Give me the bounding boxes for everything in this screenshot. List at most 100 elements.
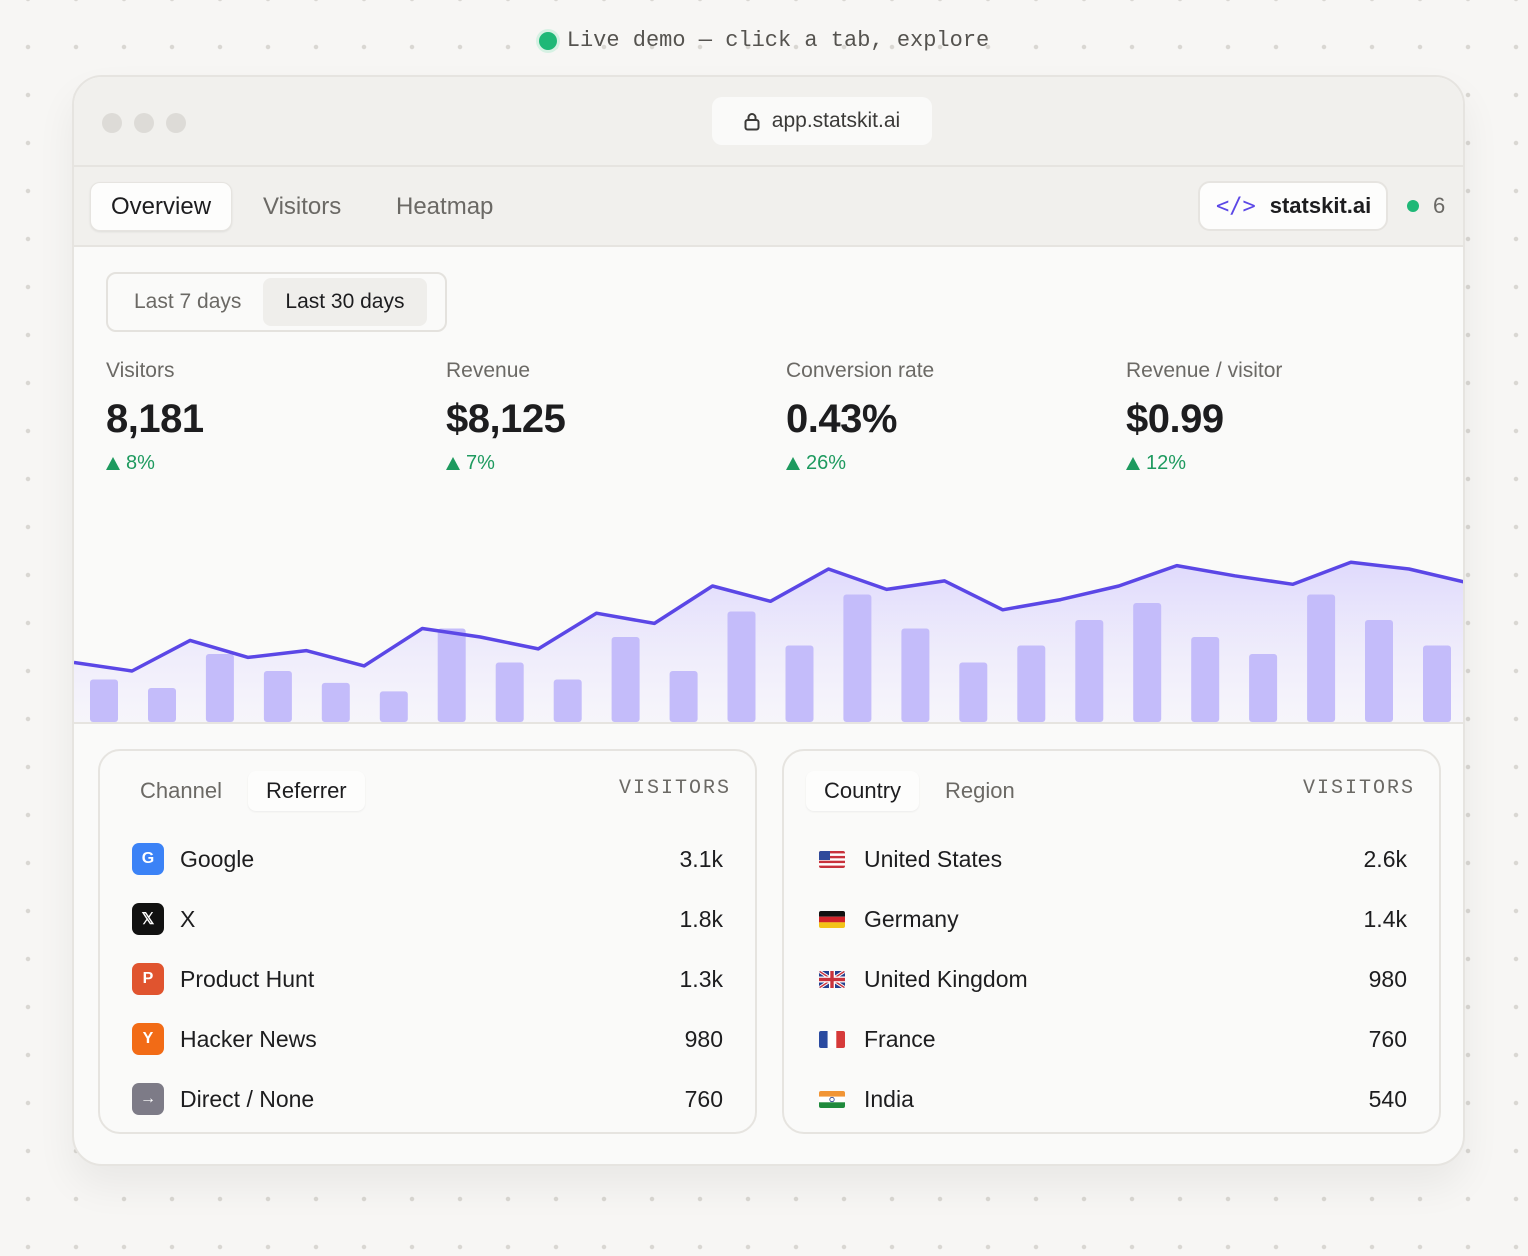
- row-value: 980: [684, 1025, 723, 1052]
- chart-bar[interactable]: [959, 662, 988, 723]
- live-demo-banner: Live demo — click a tab, explore: [0, 28, 1528, 53]
- tab-region[interactable]: Region: [945, 778, 1015, 803]
- row-label: India: [864, 1085, 914, 1112]
- row-label: United Kingdom: [864, 965, 1028, 992]
- delta-value: 26%: [806, 452, 847, 474]
- chart-bar[interactable]: [148, 688, 176, 722]
- row-label: X: [180, 905, 196, 932]
- close-window-icon[interactable]: [102, 113, 122, 133]
- chart-bar[interactable]: [379, 691, 408, 722]
- address-bar[interactable]: app.statskit.ai: [712, 97, 932, 145]
- table-row[interactable]: France 760: [816, 1009, 1407, 1069]
- chart-bar[interactable]: [1017, 645, 1046, 723]
- metric-visitors[interactable]: Visitors 8,181 8%: [106, 359, 446, 475]
- chart-bar[interactable]: [1133, 603, 1162, 722]
- chart-bar[interactable]: [1307, 594, 1336, 723]
- tab-channel[interactable]: Channel: [140, 778, 222, 803]
- row-value: 1.8k: [679, 905, 723, 932]
- table-row[interactable]: United States 2.6k: [816, 829, 1407, 889]
- chart-area: [74, 562, 1463, 722]
- window-controls: [102, 113, 186, 133]
- chart-bar[interactable]: [553, 679, 582, 723]
- online-count: 6: [1433, 193, 1446, 218]
- row-source: P Product Hunt: [132, 963, 314, 995]
- row-source: → Direct / None: [132, 1083, 314, 1115]
- chart-bar[interactable]: [1423, 645, 1451, 723]
- metric-revenue[interactable]: Revenue $8,125 7%: [446, 359, 786, 475]
- chart-bar[interactable]: [1365, 620, 1393, 722]
- address-url: app.statskit.ai: [771, 109, 901, 132]
- referrers-tabs: Channel Referrer: [122, 771, 365, 811]
- chart-bar[interactable]: [437, 628, 466, 723]
- chart-bar[interactable]: [263, 671, 292, 722]
- row-value: 1.4k: [1363, 905, 1407, 932]
- chart-bar[interactable]: [727, 611, 756, 723]
- table-row[interactable]: 𝕏 X 1.8k: [132, 889, 723, 949]
- table-row[interactable]: G Google 3.1k: [132, 829, 723, 889]
- tab-referrer[interactable]: Referrer: [247, 771, 365, 811]
- tab-country[interactable]: Country: [806, 771, 920, 811]
- row-country: France: [816, 1026, 936, 1053]
- metric-delta: 26%: [786, 452, 1126, 475]
- tab-heatmap[interactable]: Heatmap: [396, 192, 494, 220]
- table-row[interactable]: Germany 1.4k: [816, 889, 1407, 949]
- chart-bar[interactable]: [1191, 637, 1220, 722]
- chart-bar[interactable]: [611, 637, 640, 722]
- online-dot-icon: [1407, 200, 1419, 212]
- chart-bar[interactable]: [785, 645, 814, 723]
- table-row[interactable]: India 540: [816, 1069, 1407, 1129]
- minimize-window-icon[interactable]: [134, 113, 154, 133]
- metrics-row: Visitors 8,181 8% Revenue $8,125 7% Conv…: [106, 359, 1463, 475]
- table-row[interactable]: → Direct / None 760: [132, 1069, 723, 1129]
- live-status-dot-icon: [538, 31, 557, 50]
- chart-bar[interactable]: [205, 654, 234, 722]
- site-selector[interactable]: </> statskit.ai: [1198, 181, 1388, 231]
- row-country: United States: [816, 846, 1002, 873]
- chart-bar[interactable]: [669, 671, 698, 722]
- google-icon: G: [132, 843, 164, 875]
- chart-bar[interactable]: [90, 679, 118, 723]
- chart-bar[interactable]: [1075, 620, 1104, 722]
- chart-bar[interactable]: [321, 682, 350, 722]
- metric-delta: 12%: [1126, 452, 1463, 475]
- row-label: France: [864, 1025, 936, 1052]
- row-value: 980: [1368, 965, 1407, 992]
- chart-bar[interactable]: [901, 628, 930, 723]
- row-source: G Google: [132, 843, 254, 875]
- maximize-window-icon[interactable]: [166, 113, 186, 133]
- table-row[interactable]: Y Hacker News 980: [132, 1009, 723, 1069]
- range-last-30-days[interactable]: Last 30 days: [263, 278, 427, 326]
- up-arrow-icon: [106, 457, 120, 470]
- chart-bar[interactable]: [1249, 654, 1278, 722]
- trend-chart[interactable]: [74, 547, 1465, 722]
- tab-overview[interactable]: Overview: [90, 182, 233, 231]
- row-label: Direct / None: [180, 1085, 315, 1112]
- row-country: United Kingdom: [816, 966, 1028, 993]
- gb-flag-icon: [816, 970, 848, 988]
- chart-bar[interactable]: [843, 594, 872, 723]
- x-icon: 𝕏: [132, 903, 164, 935]
- delta-value: 8%: [126, 452, 155, 474]
- up-arrow-icon: [446, 457, 460, 470]
- metric-label: Revenue: [446, 359, 531, 382]
- chart-bar[interactable]: [495, 662, 524, 723]
- metric-revenue-per-visitor[interactable]: Revenue / visitor $0.99 12%: [1126, 359, 1463, 475]
- table-row[interactable]: P Product Hunt 1.3k: [132, 949, 723, 1009]
- direct-arrow-icon: →: [132, 1083, 164, 1115]
- chart-line: [74, 560, 1463, 673]
- countries-panel: Country Region VISITORS United States 2.6…: [782, 749, 1441, 1134]
- table-row[interactable]: United Kingdom 980: [816, 949, 1407, 1009]
- range-last-7-days[interactable]: Last 7 days: [134, 290, 242, 313]
- up-arrow-icon: [1126, 457, 1140, 470]
- row-source: Y Hacker News: [132, 1023, 317, 1055]
- tab-visitors[interactable]: Visitors: [263, 192, 342, 220]
- lock-icon: [744, 112, 760, 130]
- metric-conversion-rate[interactable]: Conversion rate 0.43% 26%: [786, 359, 1126, 475]
- in-flag-icon: [816, 1090, 848, 1108]
- row-value: 3.1k: [679, 845, 723, 872]
- visitors-column-header: VISITORS: [1302, 777, 1415, 800]
- row-value: 760: [684, 1085, 723, 1112]
- referrers-panel: Channel Referrer VISITORS G Google 3.1k 𝕏 X 1…: [98, 749, 757, 1134]
- metric-label: Revenue / visitor: [1126, 359, 1283, 382]
